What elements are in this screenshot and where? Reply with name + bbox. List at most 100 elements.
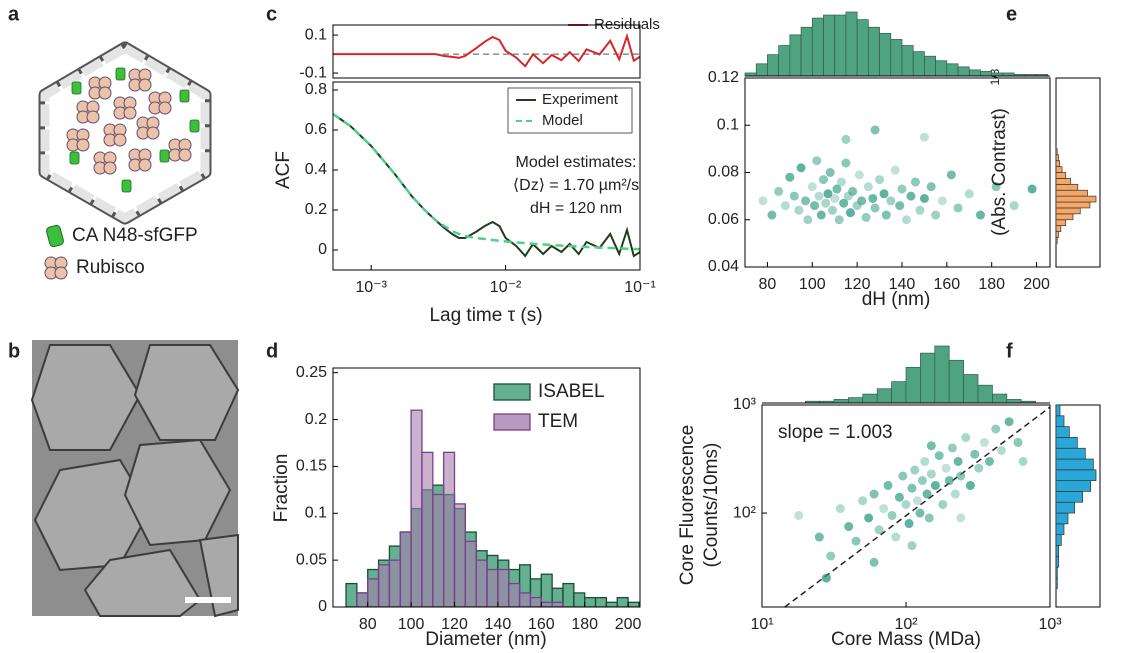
marginal-histogram-bar	[848, 397, 864, 404]
scatter-point	[920, 456, 930, 466]
marginal-histogram-bar	[1055, 178, 1071, 185]
marginal-histogram-bar	[1055, 201, 1091, 209]
scatter-point	[758, 196, 768, 206]
y-axis-label: ACF	[273, 151, 294, 189]
marginal-histogram-bar	[957, 66, 970, 77]
marginal-histogram-bar	[1055, 172, 1067, 179]
x-tick-label: 160	[933, 276, 960, 293]
scatter-point	[917, 476, 927, 486]
x-tick-label: 10³	[1038, 616, 1062, 633]
x-tick-label: 100	[799, 276, 826, 293]
scatter-point	[991, 182, 1001, 192]
scatter-point	[825, 168, 835, 177]
scatter-point	[1027, 184, 1037, 194]
scatter-point	[869, 557, 879, 567]
y-tick-label: 0.2	[305, 201, 327, 218]
marginal-histogram-bar	[992, 393, 1008, 404]
scatter-point	[870, 203, 880, 213]
scatter-point	[906, 191, 916, 201]
panel-label: f	[1006, 340, 1013, 362]
scatter-point	[767, 210, 777, 220]
histogram-bar	[399, 531, 412, 607]
marginal-histogram-bar	[968, 69, 981, 77]
x-tick-label: 140	[485, 616, 512, 633]
scatter-point	[907, 483, 917, 493]
scatter-point	[875, 175, 885, 185]
histogram-bar	[377, 564, 391, 607]
marginal-histogram-bar	[1055, 566, 1058, 579]
x-tick-label: 80	[759, 276, 777, 293]
y-tick-label: 0.04	[708, 258, 739, 275]
scatter-point	[979, 437, 989, 447]
marginal-histogram-bar	[823, 14, 836, 77]
scatter-point	[821, 573, 831, 583]
histogram-bar	[421, 451, 434, 607]
scatter-point	[910, 465, 920, 475]
micrograph	[30, 340, 240, 618]
series-line	[333, 32, 640, 68]
marginal-histogram-bar	[1055, 437, 1078, 449]
scatter-point	[919, 132, 929, 142]
y-tick-label: 10³	[733, 396, 757, 413]
marginal-histogram-bar	[920, 352, 936, 404]
scatter-point	[870, 125, 880, 135]
scatter-point	[863, 182, 873, 192]
histogram-bar	[584, 596, 597, 607]
diagram-legend: Rubisco	[76, 257, 145, 278]
scatter-point	[848, 186, 858, 196]
y-tick-label: 0.4	[305, 161, 327, 178]
marginal-histogram-bar	[1055, 154, 1059, 162]
y-tick-label: 0.6	[305, 121, 327, 138]
scatter-point	[883, 480, 893, 490]
marginal-histogram-bar	[1055, 523, 1065, 535]
legend-label: Model	[542, 112, 583, 129]
scatter-point	[912, 496, 922, 506]
scatter-point	[794, 510, 804, 520]
plot-area	[784, 406, 1050, 607]
scatter-point	[780, 201, 790, 211]
scatter-point	[794, 205, 804, 215]
plot-area	[345, 409, 640, 607]
scatter-point	[974, 463, 984, 473]
marginal-histogram-bar	[912, 51, 925, 77]
scatter-point	[861, 212, 871, 222]
scatter-point	[887, 510, 897, 520]
marginal-histogram-bar	[890, 39, 903, 77]
legend-label: Experiment	[542, 91, 619, 108]
marginal-histogram-bar	[867, 26, 880, 77]
y-axis-label: Fraction	[271, 454, 292, 523]
annotation: ⟨Dz⟩ = 1.70 µm²/s	[513, 177, 639, 194]
marginal-histogram-bar	[1055, 404, 1061, 417]
marginal-histogram-bar	[755, 63, 768, 77]
marginal-histogram-bar	[1055, 534, 1062, 546]
scatter-point	[956, 471, 966, 481]
marginal-histogram-bar	[891, 381, 907, 404]
marginal-histogram-bar	[934, 345, 950, 404]
histogram-bar	[562, 582, 575, 607]
scatter-point	[915, 205, 925, 215]
marginal-histogram-bar	[767, 54, 779, 77]
marginal-histogram-bar	[1055, 458, 1094, 471]
marginal-histogram-bar	[1055, 501, 1076, 514]
marginal-histogram-bar	[876, 388, 892, 404]
x-tick-label: 10¹	[750, 616, 773, 633]
scatter-point	[881, 210, 891, 220]
marginal-histogram-bar	[800, 26, 813, 77]
marginal-histogram-bar	[1055, 195, 1097, 203]
scatter-point	[789, 191, 799, 201]
scatter-point	[964, 189, 974, 199]
scatter-point	[904, 519, 914, 529]
marginal-histogram-bar	[1055, 555, 1060, 568]
scatter-point	[785, 172, 795, 182]
marginal-histogram-bar	[1055, 207, 1081, 215]
marginal-histogram-bar	[879, 32, 892, 77]
legend-swatch	[493, 383, 531, 401]
plot-area	[333, 32, 640, 68]
scatter-point	[835, 504, 845, 514]
marginal-histogram-bar	[948, 359, 964, 404]
histogram-bar	[616, 596, 629, 607]
scatter-point	[891, 532, 901, 542]
marginal-histogram-bar	[1055, 426, 1070, 438]
marginal-histogram-bar	[1055, 231, 1059, 238]
scatter-point	[931, 210, 941, 220]
